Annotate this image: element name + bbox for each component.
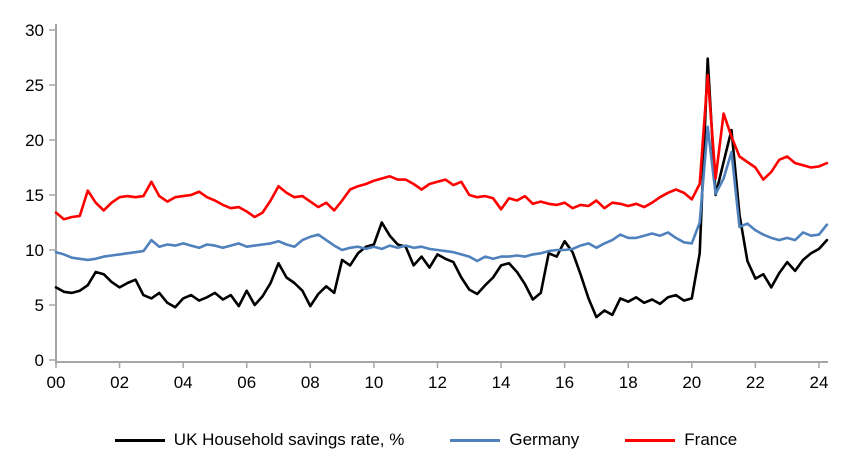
x-tick-label: 10 — [364, 373, 383, 392]
x-tick-label: 04 — [174, 373, 193, 392]
legend-item-uk: UK Household savings rate, % — [114, 430, 405, 450]
legend-line-swatch-uk — [114, 438, 165, 442]
legend-label-germany: Germany — [509, 430, 580, 449]
y-tick-label: 20 — [25, 131, 44, 150]
legend-item-france: France — [625, 430, 737, 450]
y-tick-label: 10 — [25, 241, 44, 260]
x-tick-label: 18 — [619, 373, 638, 392]
legend-label-uk: UK Household savings rate, % — [173, 430, 405, 449]
x-tick-label: 00 — [47, 373, 66, 392]
x-tick-label: 24 — [809, 373, 828, 392]
x-tick-label: 14 — [492, 373, 511, 392]
x-tick-label: 06 — [237, 373, 256, 392]
legend-label-france: France — [684, 430, 738, 449]
y-tick-label: 0 — [35, 351, 44, 370]
legend-item-germany: Germany — [450, 430, 579, 450]
series-line-germany — [54, 125, 829, 263]
y-tick-label: 30 — [25, 21, 44, 40]
legend-line-swatch-germany — [450, 438, 501, 442]
legend-line-swatch-france — [625, 438, 676, 442]
y-tick-label: 15 — [25, 186, 44, 205]
x-tick-label: 08 — [301, 373, 320, 392]
x-tick-label: 02 — [110, 373, 129, 392]
x-tick-label: 16 — [555, 373, 574, 392]
x-tick-label: 12 — [428, 373, 447, 392]
chart-plot-area: 0 5 10 15 20 25 30 00 02 04 06 08 10 12 14 16 18 20 22 24 — [25, 21, 829, 392]
chart-svg: 0 5 10 15 20 25 30 00 02 04 06 08 10 12 14 16 18 20 22 24 — [25, 21, 829, 392]
series-line-uk-household-savings-rate — [54, 57, 829, 319]
y-tick-label: 25 — [25, 76, 44, 95]
x-tick-label: 22 — [746, 373, 765, 392]
legend: UK Household savings rate, % Germany Fra… — [0, 430, 852, 450]
series-line-france — [54, 73, 829, 221]
y-tick-label: 5 — [35, 296, 44, 315]
x-tick-label: 20 — [682, 373, 701, 392]
